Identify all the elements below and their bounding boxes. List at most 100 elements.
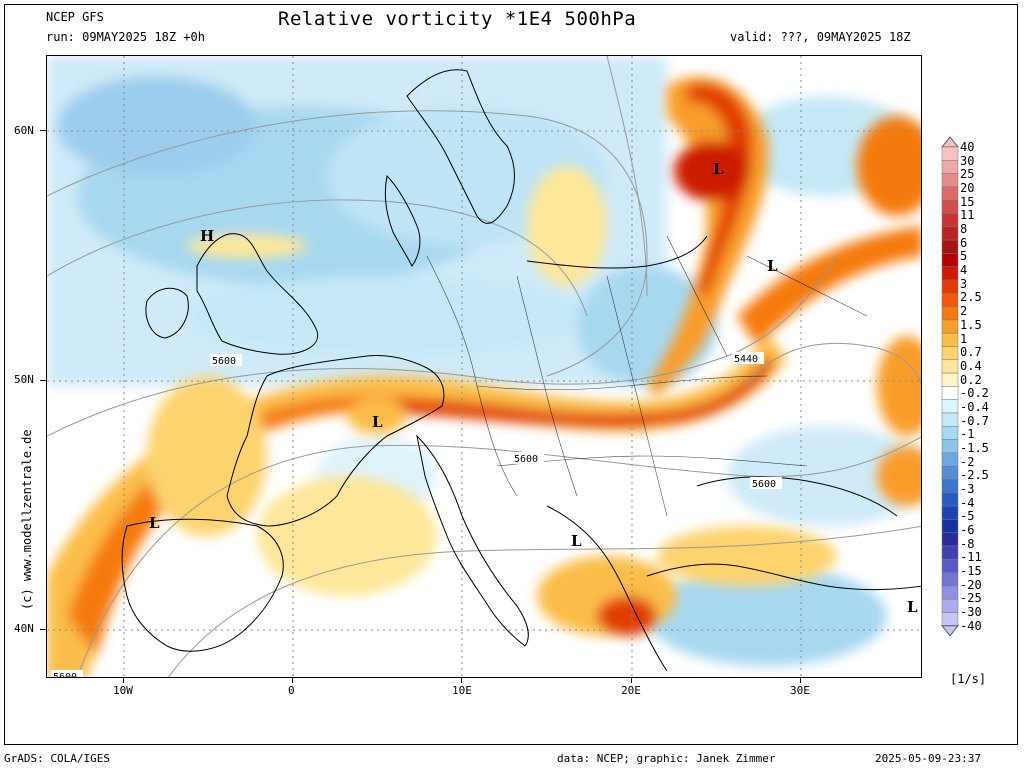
coast-jutland — [384, 174, 421, 267]
colorbar-cell — [941, 399, 959, 414]
svg-text:5600: 5600 — [53, 672, 77, 678]
svg-text:5440: 5440 — [734, 354, 758, 365]
valid-time: valid: ???, 09MAY2025 18Z — [730, 30, 911, 44]
colorbar-cell — [941, 293, 959, 307]
coast-france — [226, 355, 445, 527]
map-canvas: 5600 5440 5600 5600 5600 L L L L L L H — [47, 56, 921, 678]
colorbar-cell — [941, 359, 959, 374]
lat-tick — [40, 629, 46, 630]
colorbar-label: -11 — [960, 550, 982, 565]
lat-label-60n: 60N — [14, 124, 34, 137]
colorbar-label: -25 — [960, 591, 982, 606]
coast-adriatic-east — [546, 505, 668, 672]
colorbar-label: -6 — [960, 523, 975, 538]
colorbar-top-arrow — [940, 136, 960, 148]
colorbar-label: -15 — [960, 564, 982, 579]
colorbar-cell — [941, 253, 959, 267]
contour-label: 5600 — [51, 670, 83, 678]
colorbar-label: -40 — [960, 618, 982, 633]
lon-tick — [461, 678, 462, 683]
colorbar-label: -5 — [960, 509, 975, 524]
lon-label-10w: 10W — [113, 684, 133, 697]
colorbar-label: -2 — [960, 454, 975, 469]
colorbar-label: 25 — [960, 167, 975, 182]
colorbar-label: -30 — [960, 605, 982, 620]
contour-label: 5600 — [750, 477, 782, 490]
low-center-label: L — [571, 532, 582, 550]
colorbar-cell — [941, 346, 959, 361]
website-credit: (c) www.modellzentrale.de — [20, 429, 34, 610]
footer-timestamp: 2025-05-09-23:37 — [875, 752, 981, 765]
colorbar-cell — [941, 160, 959, 174]
colorbar-label: 11 — [960, 208, 975, 223]
footer-software: GrADS: COLA/IGES — [4, 752, 110, 765]
colorbar-label: 5 — [960, 249, 968, 264]
model-name: NCEP GFS — [46, 10, 104, 24]
graticule — [47, 56, 921, 677]
colorbar-label: -4 — [960, 495, 975, 510]
plot-frame — [4, 4, 1018, 745]
colorbar-label: -20 — [960, 577, 982, 592]
contour-labels: 5600 5440 5600 5600 5600 — [51, 352, 782, 678]
lon-label-20e: 20E — [621, 684, 641, 697]
colorbar-label: 2 — [960, 304, 968, 319]
colorbar-label: 20 — [960, 181, 975, 196]
colorbar-label: -1.5 — [960, 440, 989, 455]
colorbar-cell — [941, 492, 959, 507]
colorbar-label: 2.5 — [960, 290, 982, 305]
low-center-label: L — [713, 160, 724, 178]
colorbar-label: -0.7 — [960, 413, 989, 428]
colorbar-label: 3 — [960, 276, 968, 291]
lon-tick — [123, 678, 124, 683]
contour-label: 5600 — [210, 354, 242, 367]
negative-vorticity-field — [47, 56, 921, 666]
coast-black-sea-south — [646, 563, 921, 591]
colorbar-cell — [941, 559, 959, 573]
colorbar-unit: [1/s] — [950, 672, 987, 686]
colorbar-cell — [941, 332, 959, 347]
colorbar — [940, 136, 960, 636]
lon-label-0: 0 — [288, 684, 295, 697]
colorbar-cells — [941, 146, 959, 627]
colorbar-cell — [941, 479, 959, 494]
colorbar-cell — [941, 532, 959, 547]
colorbar-label: 1 — [960, 331, 968, 346]
colorbar-cell — [941, 306, 959, 321]
low-center-label: L — [372, 413, 383, 431]
colorbar-bottom-arrow — [940, 625, 960, 636]
lat-tick — [40, 130, 46, 131]
svg-text:5600: 5600 — [212, 356, 236, 367]
colorbar-label: 6 — [960, 235, 968, 250]
colorbar-cell — [941, 146, 959, 161]
colorbar-label: -0.4 — [960, 399, 989, 414]
coast-ireland — [145, 287, 189, 339]
colorbar-label: -1 — [960, 427, 975, 442]
colorbar-label: 15 — [960, 194, 975, 209]
run-time: run: 09MAY2025 18Z +0h — [46, 30, 205, 44]
coast-baltic-south — [526, 235, 708, 269]
footer-data-source: data: NCEP; graphic: Janek Zimmer — [557, 752, 776, 765]
vorticity-map: 5600 5440 5600 5600 5600 L L L L L L H — [46, 55, 922, 678]
colorbar-cell — [941, 226, 959, 241]
contour-label: 5440 — [732, 352, 764, 365]
colorbar-cell — [941, 598, 959, 613]
high-center-label: H — [200, 227, 214, 245]
colorbar-label: 0.4 — [960, 358, 982, 373]
colorbar-label: 1.5 — [960, 317, 982, 332]
colorbar-label: 0.7 — [960, 345, 982, 360]
colorbar-cell — [941, 426, 959, 440]
geopotential-contours — [47, 56, 921, 677]
svg-text:5600: 5600 — [752, 479, 776, 490]
lat-label-50n: 50N — [14, 373, 34, 386]
low-center-label: L — [907, 598, 918, 616]
pressure-centers: L L L L L L H — [149, 160, 918, 616]
colorbar-cell — [941, 266, 959, 281]
colorbar-cell — [941, 386, 959, 400]
colorbar-cell — [941, 173, 959, 188]
colorbar-cell — [941, 186, 959, 201]
colorbar-label: 8 — [960, 222, 968, 237]
coastlines — [121, 69, 921, 672]
contour-label: 5600 — [512, 452, 544, 465]
coast-black-sea-north — [696, 476, 898, 517]
colorbar-label: 4 — [960, 263, 968, 278]
